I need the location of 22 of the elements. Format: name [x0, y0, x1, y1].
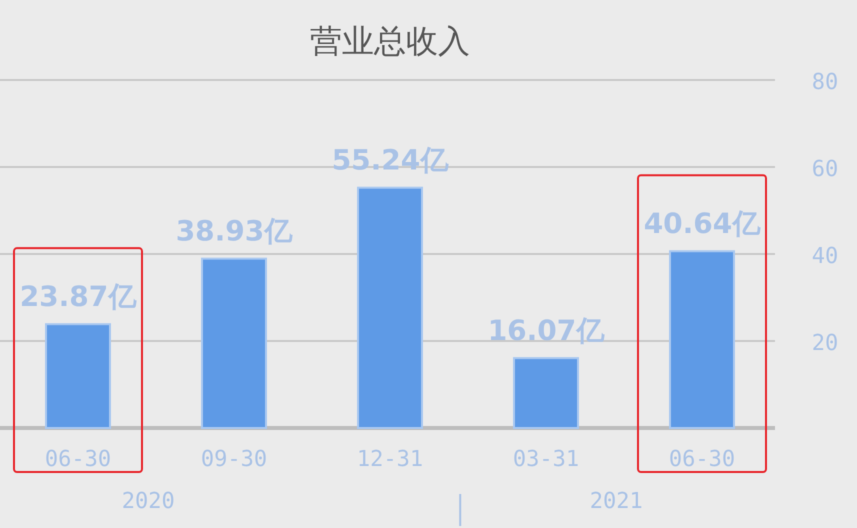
y-tick-label: 60: [812, 157, 838, 182]
bar: [357, 186, 423, 429]
bar: [669, 250, 735, 429]
data-label: 40.64亿: [644, 207, 762, 240]
y-tick-label: 40: [812, 244, 838, 269]
text: 2021: [590, 489, 643, 514]
bar: [201, 258, 267, 429]
data-label: 55.24亿: [332, 144, 450, 177]
y-tick-label: 80: [812, 70, 838, 95]
data-label: 16.07亿: [488, 314, 606, 348]
chart-title: 营业总收入: [310, 22, 470, 60]
x-tick-label: 12-31: [356, 447, 424, 472]
y-tick-label: 20: [812, 331, 838, 356]
x-tick-label: 06-30: [668, 447, 736, 472]
bar: [513, 357, 579, 429]
data-label: 38.93亿: [176, 214, 294, 248]
bar: [45, 323, 111, 429]
text: 2020: [122, 489, 175, 514]
x-tick-label: 06-30: [44, 447, 112, 472]
x-tick-label: 03-31: [512, 447, 580, 472]
x-tick-label: 09-30: [200, 447, 268, 472]
data-label: 23.87亿: [20, 280, 138, 314]
